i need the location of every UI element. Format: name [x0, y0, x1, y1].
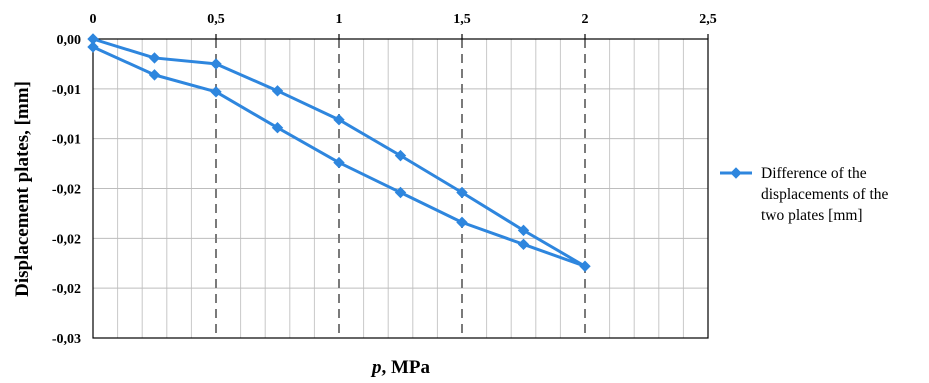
grid: [93, 38, 708, 339]
axes: [92, 34, 709, 339]
x-axis-title-variable: p: [370, 357, 382, 378]
data-point: [333, 156, 345, 169]
data-point: [333, 114, 345, 126]
x-tick-label: 0: [90, 12, 97, 27]
tick-labels: 0 0,5 1 1,5 2 2,5 0,00 -0,01 -0,01 -0,02 -0,02 -0,0…: [52, 12, 717, 347]
y-tick-label: -0,01: [52, 83, 81, 98]
data-point: [87, 41, 99, 53]
data-point: [517, 224, 530, 237]
data-point: [210, 58, 222, 70]
legend-label: displacements of the: [761, 186, 889, 203]
data-point: [456, 186, 468, 199]
y-tick-label: -0,03: [52, 332, 81, 347]
data-point: [271, 121, 284, 134]
y-tick-label: -0,02: [52, 282, 81, 297]
data-point: [517, 238, 530, 251]
x-tick-label: 2,5: [699, 12, 717, 27]
data-point: [394, 186, 407, 199]
series: [87, 33, 591, 272]
y-axis-title: Displacement plates, [mm]: [12, 81, 33, 297]
data-point: [579, 260, 591, 272]
legend-marker: [730, 167, 742, 179]
y-tick-label: 0,00: [57, 33, 82, 48]
plot-border: [92, 38, 709, 339]
x-tick-label: 1: [336, 12, 343, 27]
data-point: [456, 216, 468, 229]
data-point: [148, 52, 161, 64]
legend: Difference of the displacements of the two…: [720, 165, 889, 224]
x-tick-label: 2: [582, 12, 589, 27]
legend-label: two plates [mm]: [761, 207, 863, 224]
data-point: [271, 85, 284, 97]
data-point: [148, 69, 161, 81]
x-axis-title: p, MPa: [370, 357, 431, 378]
y-tick-label: -0,02: [52, 183, 81, 198]
data-point: [394, 149, 407, 162]
x-tick-label: 0,5: [207, 12, 225, 27]
x-tick-label: 1,5: [453, 12, 471, 27]
legend-label: Difference of the: [761, 165, 867, 182]
x-axis-title-unit: , MPa: [381, 357, 430, 378]
y-tick-label: -0,02: [52, 232, 81, 247]
data-point: [210, 86, 222, 98]
y-tick-label: -0,01: [52, 133, 81, 148]
